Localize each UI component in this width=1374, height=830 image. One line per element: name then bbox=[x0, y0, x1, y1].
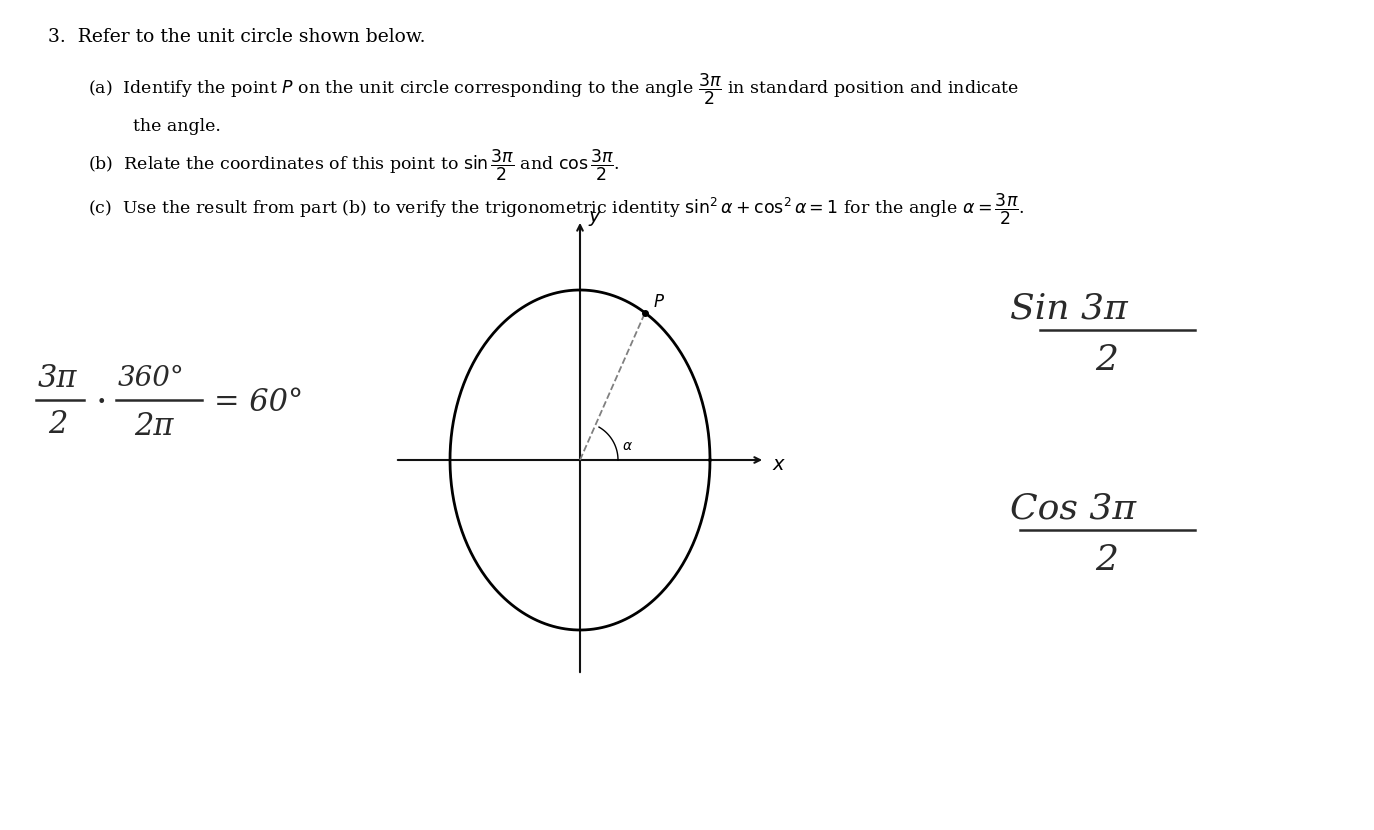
Text: $\alpha$: $\alpha$ bbox=[622, 439, 633, 453]
Text: $P$: $P$ bbox=[653, 295, 665, 311]
Text: $y$: $y$ bbox=[588, 208, 602, 227]
Text: 360°: 360° bbox=[118, 364, 184, 392]
Text: (b)  Relate the coordinates of this point to $\sin\dfrac{3\pi}{2}$ and $\cos\dfr: (b) Relate the coordinates of this point… bbox=[88, 148, 620, 183]
Text: Sin 3π: Sin 3π bbox=[1010, 291, 1128, 325]
Text: 2: 2 bbox=[1095, 543, 1118, 577]
Text: 2π: 2π bbox=[135, 411, 173, 442]
Text: ·: · bbox=[96, 386, 107, 420]
Text: 3.  Refer to the unit circle shown below.: 3. Refer to the unit circle shown below. bbox=[48, 28, 426, 46]
Text: 3π: 3π bbox=[38, 363, 77, 393]
Text: (c)  Use the result from part (b) to verify the trigonometric identity $\sin^2\a: (c) Use the result from part (b) to veri… bbox=[88, 192, 1025, 227]
Text: 2: 2 bbox=[48, 408, 67, 440]
Text: = 60°: = 60° bbox=[214, 387, 304, 417]
Text: 2: 2 bbox=[1095, 343, 1118, 377]
Text: $x$: $x$ bbox=[772, 456, 786, 474]
Text: Cos 3π: Cos 3π bbox=[1010, 491, 1136, 525]
Text: the angle.: the angle. bbox=[133, 118, 221, 135]
Text: (a)  Identify the point $\mathit{P}$ on the unit circle corresponding to the ang: (a) Identify the point $\mathit{P}$ on t… bbox=[88, 72, 1020, 107]
